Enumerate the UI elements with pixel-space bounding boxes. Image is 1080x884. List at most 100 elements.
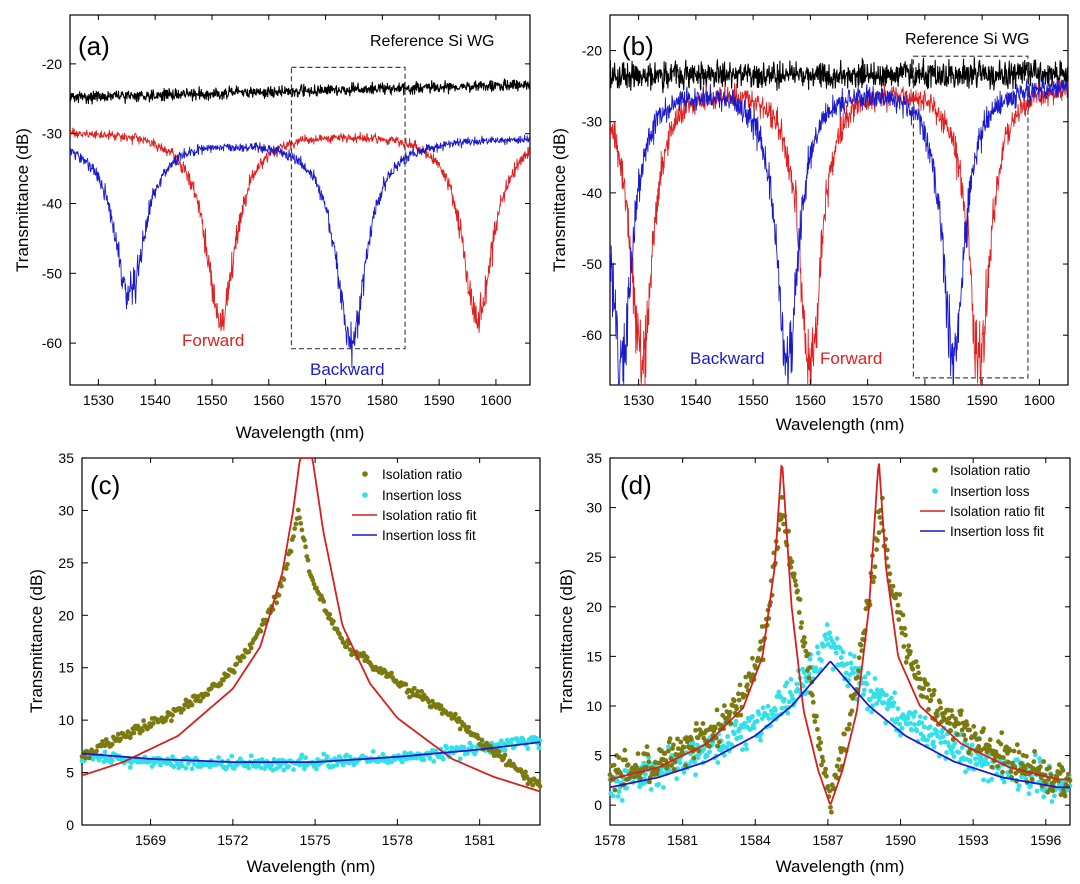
insertion-loss-point — [440, 756, 446, 762]
insertion-loss-point — [303, 755, 308, 761]
y-tick-label: 20 — [58, 607, 74, 623]
isolation-ratio-point — [681, 744, 687, 750]
insertion-loss-point — [931, 744, 937, 750]
insertion-loss-point — [806, 671, 812, 677]
isolation-ratio-point — [241, 654, 247, 660]
insertion-loss-point — [231, 765, 237, 771]
isolation-ratio-point — [806, 675, 812, 681]
isolation-ratio-point — [928, 697, 934, 703]
insertion-loss-point — [944, 750, 949, 755]
isolation-ratio-point — [818, 740, 824, 745]
isolation-ratio-point — [855, 674, 861, 680]
insertion-loss-point — [469, 744, 475, 749]
y-tick-label: 10 — [586, 698, 602, 714]
isolation-ratio-point — [140, 728, 145, 733]
series-forward — [609, 79, 1069, 386]
insertion-loss-point — [246, 765, 252, 771]
insertion-loss-point — [897, 721, 903, 727]
isolation-ratio-point — [856, 668, 861, 674]
isolation-ratio-point — [83, 755, 88, 761]
isolation-ratio-point — [1029, 777, 1035, 782]
insertion-loss-point — [102, 749, 108, 755]
legend-label-isolation-ratio: Isolation ratio — [382, 467, 462, 482]
isolation-ratio-point — [736, 697, 742, 703]
isolation-ratio-point — [900, 612, 906, 618]
insertion-loss-point — [1016, 783, 1022, 789]
isolation-ratio-point — [890, 583, 896, 589]
insertion-loss-point — [989, 776, 995, 782]
isolation-ratio-point — [967, 727, 972, 733]
isolation-ratio-point — [1062, 793, 1068, 799]
isolation-ratio-point — [781, 521, 786, 527]
isolation-ratio-point — [917, 676, 923, 682]
isolation-ratio-point — [141, 718, 147, 724]
insertion-loss-point — [299, 752, 305, 758]
isolation-ratio-point — [810, 699, 816, 705]
insertion-loss-point — [921, 734, 926, 739]
legend: Isolation ratio Insertion loss Isolation… — [920, 463, 1045, 539]
insertion-loss-point — [909, 727, 915, 733]
isolation-ratio-point — [248, 645, 254, 651]
isolation-ratio-point — [337, 631, 342, 637]
isolation-ratio-point — [689, 736, 694, 742]
insertion-loss-point — [862, 674, 868, 680]
isolation-ratio-point — [680, 750, 685, 756]
isolation-ratio-point — [759, 645, 764, 651]
x-tick-label: 1540 — [140, 392, 171, 408]
insertion-loss-point — [921, 724, 927, 730]
insertion-loss-point — [949, 750, 955, 756]
isolation-ratio-point — [691, 755, 697, 761]
insertion-loss-point — [660, 770, 666, 776]
isolation-ratio-point — [339, 636, 345, 642]
isolation-ratio-point — [303, 544, 308, 550]
isolation-ratio-point — [491, 753, 497, 759]
insertion-loss-point — [844, 661, 850, 667]
isolation-ratio-point — [954, 732, 960, 737]
isolation-ratio-point — [612, 787, 618, 793]
isolation-ratio-point — [109, 741, 115, 747]
insertion-loss-point — [380, 751, 386, 757]
isolation-ratio-point — [964, 722, 970, 728]
isolation-ratio-point — [893, 595, 898, 601]
isolation-ratio-point — [952, 723, 958, 729]
isolation-ratio-point — [742, 692, 748, 698]
insertion-loss-point — [751, 725, 757, 731]
insertion-loss-point — [750, 714, 755, 719]
isolation-ratio-point — [792, 578, 798, 584]
x-tick-label: 1581 — [464, 832, 495, 848]
insertion-loss-point — [968, 759, 973, 764]
isolation-ratio-point — [221, 677, 226, 683]
isolation-ratio-point — [150, 721, 156, 726]
isolation-ratio-point — [341, 640, 347, 646]
isolation-ratio-point — [496, 749, 502, 754]
isolation-ratio-point — [237, 658, 243, 664]
isolation-ratio-point — [530, 782, 536, 788]
isolation-ratio-point — [875, 538, 880, 543]
insertion-loss-point — [1034, 788, 1040, 794]
isolation-ratio-point — [181, 706, 186, 712]
series-reference — [609, 56, 1069, 94]
insertion-loss-point — [873, 693, 879, 699]
isolation-ratio-point — [311, 581, 317, 587]
insertion-loss-point — [170, 754, 176, 759]
insertion-loss-point — [536, 745, 542, 751]
isolation-ratio-point — [246, 649, 252, 655]
insertion-loss-point — [883, 720, 889, 726]
insertion-loss-point — [656, 781, 661, 787]
isolation-ratio-point — [430, 698, 435, 704]
panel-label: (d) — [620, 470, 652, 500]
isolation-ratio-point — [507, 758, 513, 764]
x-tick-label: 1530 — [83, 392, 114, 408]
insertion-loss-point — [934, 729, 940, 734]
insertion-loss-point — [912, 722, 917, 727]
isolation-ratio-point — [714, 707, 720, 713]
insertion-loss-point — [1041, 794, 1047, 800]
insertion-loss-point — [724, 745, 730, 750]
insertion-loss-point — [509, 737, 515, 742]
isolation-ratio-point — [295, 507, 301, 513]
isolation-ratio-point — [825, 784, 831, 789]
insertion-loss-point — [940, 734, 946, 739]
isolation-ratio-point — [696, 748, 702, 754]
isolation-ratio-point — [635, 751, 641, 757]
insertion-loss-point — [324, 754, 330, 760]
